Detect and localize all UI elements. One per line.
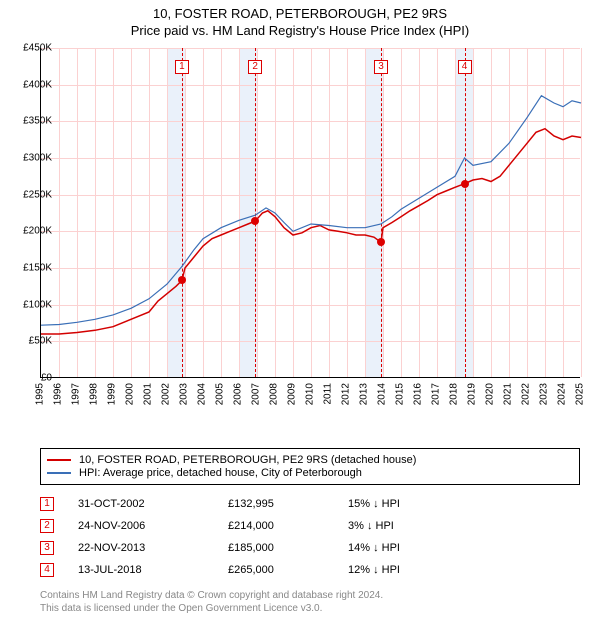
event-table-row: 3 22-NOV-2013£185,00014% ↓ HPI bbox=[40, 537, 580, 559]
legend-label: 10, FOSTER ROAD, PETERBOROUGH, PE2 9RS (… bbox=[79, 454, 416, 466]
x-axis-label: 2011 bbox=[323, 383, 334, 405]
event-table-date: 13-JUL-2018 bbox=[78, 564, 228, 576]
plot-area: 1 2 3 4 bbox=[40, 48, 580, 378]
x-axis-label: 2004 bbox=[197, 383, 208, 405]
event-number-box: 1 bbox=[175, 60, 189, 74]
y-axis-label: £250K bbox=[12, 189, 52, 200]
legend-swatch bbox=[47, 472, 71, 474]
x-axis-label: 1998 bbox=[89, 383, 100, 405]
event-table-diff: 15% ↓ HPI bbox=[348, 498, 468, 510]
chart-title-line2: Price paid vs. HM Land Registry's House … bbox=[0, 23, 600, 38]
event-table-price: £185,000 bbox=[228, 542, 348, 554]
event-table-price: £265,000 bbox=[228, 564, 348, 576]
footnote-line2: This data is licensed under the Open Gov… bbox=[40, 602, 580, 615]
x-axis-label: 2006 bbox=[233, 383, 244, 405]
x-axis-label: 1999 bbox=[107, 383, 118, 405]
x-axis-label: 2019 bbox=[467, 383, 478, 405]
event-table-number: 4 bbox=[40, 563, 54, 577]
event-number-box: 2 bbox=[248, 60, 262, 74]
series-line-hpi bbox=[41, 96, 581, 326]
event-table-diff: 12% ↓ HPI bbox=[348, 564, 468, 576]
event-table-diff: 14% ↓ HPI bbox=[348, 542, 468, 554]
x-axis-label: 2009 bbox=[287, 383, 298, 405]
legend-box: 10, FOSTER ROAD, PETERBOROUGH, PE2 9RS (… bbox=[40, 448, 580, 485]
series-line-price_paid bbox=[41, 129, 581, 334]
x-axis-label: 2025 bbox=[575, 383, 586, 405]
x-axis-label: 2001 bbox=[143, 383, 154, 405]
x-axis-label: 2010 bbox=[305, 383, 316, 405]
x-axis-label: 2021 bbox=[503, 383, 514, 405]
x-axis-label: 2003 bbox=[179, 383, 190, 405]
event-table-diff: 3% ↓ HPI bbox=[348, 520, 468, 532]
x-axis-label: 2015 bbox=[395, 383, 406, 405]
x-axis-label: 2002 bbox=[161, 383, 172, 405]
legend-row: 10, FOSTER ROAD, PETERBOROUGH, PE2 9RS (… bbox=[47, 454, 573, 466]
event-table-number: 3 bbox=[40, 541, 54, 555]
event-marker bbox=[178, 276, 186, 284]
event-table-price: £132,995 bbox=[228, 498, 348, 510]
x-axis-label: 1997 bbox=[71, 383, 82, 405]
event-table-price: £214,000 bbox=[228, 520, 348, 532]
y-axis-label: £400K bbox=[12, 79, 52, 90]
events-table: 1 31-OCT-2002£132,99515% ↓ HPI 2 24-NOV-200… bbox=[40, 493, 580, 581]
x-axis-label: 2012 bbox=[341, 383, 352, 405]
event-marker bbox=[461, 180, 469, 188]
x-axis-label: 2007 bbox=[251, 383, 262, 405]
x-axis-label: 1995 bbox=[35, 383, 46, 405]
event-table-number: 2 bbox=[40, 519, 54, 533]
y-axis-label: £350K bbox=[12, 116, 52, 127]
y-axis-label: £200K bbox=[12, 226, 52, 237]
x-axis-label: 1996 bbox=[53, 383, 64, 405]
y-axis-label: £0 bbox=[12, 373, 52, 384]
event-table-row: 1 31-OCT-2002£132,99515% ↓ HPI bbox=[40, 493, 580, 515]
event-table-date: 22-NOV-2013 bbox=[78, 542, 228, 554]
event-table-date: 24-NOV-2006 bbox=[78, 520, 228, 532]
legend-label: HPI: Average price, detached house, City… bbox=[79, 467, 362, 479]
chart-container: 1234 £0£50K£100K£150K£200K£250K£300K£350… bbox=[40, 48, 600, 408]
y-axis-label: £450K bbox=[12, 43, 52, 54]
chart-svg bbox=[41, 48, 581, 378]
y-axis-label: £150K bbox=[12, 263, 52, 274]
event-marker bbox=[377, 238, 385, 246]
event-number-box: 4 bbox=[458, 60, 472, 74]
event-table-row: 4 13-JUL-2018£265,00012% ↓ HPI bbox=[40, 559, 580, 581]
x-axis-label: 2000 bbox=[125, 383, 136, 405]
event-table-date: 31-OCT-2002 bbox=[78, 498, 228, 510]
x-axis-label: 2017 bbox=[431, 383, 442, 405]
footnote: Contains HM Land Registry data © Crown c… bbox=[40, 589, 580, 615]
event-number-box: 3 bbox=[374, 60, 388, 74]
event-table-number: 1 bbox=[40, 497, 54, 511]
x-axis-label: 2018 bbox=[449, 383, 460, 405]
y-axis-label: £50K bbox=[12, 336, 52, 347]
x-axis-label: 2013 bbox=[359, 383, 370, 405]
legend-swatch bbox=[47, 459, 71, 461]
x-axis-label: 2023 bbox=[539, 383, 550, 405]
x-axis-label: 2005 bbox=[215, 383, 226, 405]
event-marker bbox=[251, 217, 259, 225]
x-axis-label: 2024 bbox=[557, 383, 568, 405]
y-axis-label: £100K bbox=[12, 299, 52, 310]
x-axis-label: 2022 bbox=[521, 383, 532, 405]
chart-title-line1: 10, FOSTER ROAD, PETERBOROUGH, PE2 9RS bbox=[0, 6, 600, 21]
x-axis-label: 2014 bbox=[377, 383, 388, 405]
x-axis-label: 2016 bbox=[413, 383, 424, 405]
legend-row: HPI: Average price, detached house, City… bbox=[47, 467, 573, 479]
x-axis-label: 2020 bbox=[485, 383, 496, 405]
event-table-row: 2 24-NOV-2006£214,0003% ↓ HPI bbox=[40, 515, 580, 537]
x-axis-label: 2008 bbox=[269, 383, 280, 405]
footnote-line1: Contains HM Land Registry data © Crown c… bbox=[40, 589, 580, 602]
y-axis-label: £300K bbox=[12, 153, 52, 164]
chart-title-block: 10, FOSTER ROAD, PETERBOROUGH, PE2 9RS P… bbox=[0, 0, 600, 40]
gridline-vertical bbox=[581, 48, 582, 377]
